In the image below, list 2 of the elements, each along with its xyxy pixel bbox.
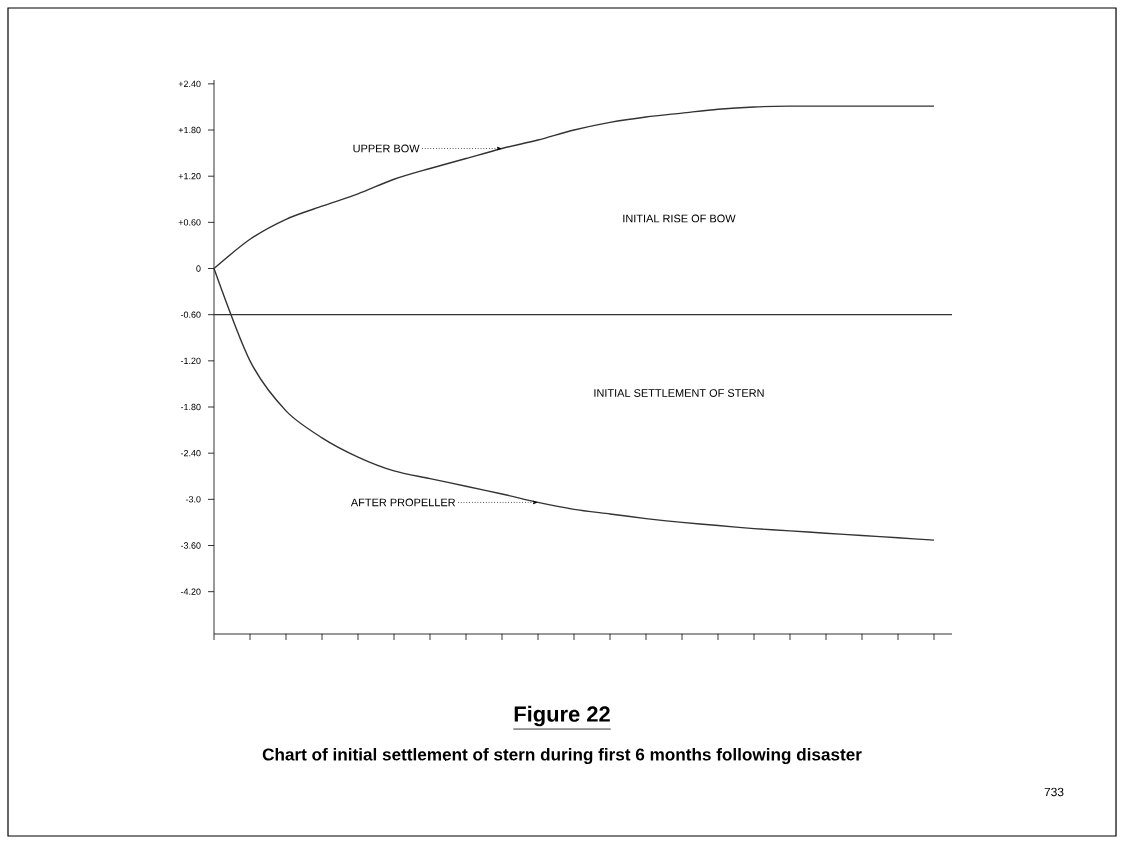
text: Figure 22 xyxy=(514,705,610,727)
text: Chart of initial settlement of stern during first 6 months following disaster xyxy=(262,747,862,765)
